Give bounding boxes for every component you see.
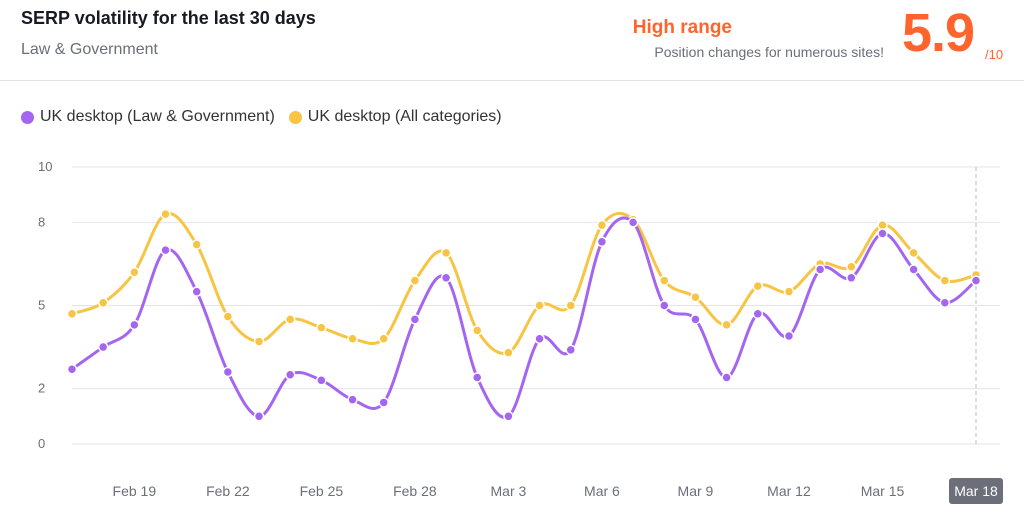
data-point-series-1[interactable] [222,366,234,378]
series-1-dot-icon [21,110,34,124]
data-point-series-1[interactable] [534,333,545,344]
y-tick-label: 8 [38,214,45,229]
x-tick-label: Mar 9 [678,483,714,499]
data-point-series-2[interactable] [471,325,483,336]
legend-label-series-1: UK desktop (Law & Government) [40,108,275,125]
x-tick-label: Mar 6 [584,483,620,499]
volatility-score-max: /10 [985,47,1004,62]
data-point-series-2[interactable] [160,208,171,220]
data-point-series-2[interactable] [846,261,857,272]
y-tick-label: 5 [38,298,45,313]
category-subtitle: Law & Government [21,41,158,58]
data-point-series-1[interactable] [939,297,951,308]
data-point-series-2[interactable] [222,311,234,322]
data-point-series-1[interactable] [752,308,764,320]
data-point-series-2[interactable] [659,275,670,286]
data-point-series-1[interactable] [409,314,421,325]
y-tick-label: 10 [38,159,52,174]
series-line-2 [70,211,978,356]
data-point-series-2[interactable] [347,333,358,344]
data-point-series-1[interactable] [440,272,452,284]
data-point-series-2[interactable] [378,333,389,344]
volatility-range-description: Position changes for numerous sites! [654,44,884,60]
legend-item-series-2[interactable]: UK desktop (All categories) [288,108,502,126]
data-point-series-1[interactable] [908,264,919,275]
data-point-series-1[interactable] [877,228,888,239]
legend-label-series-2: UK desktop (All categories) [307,108,502,125]
data-point-series-2[interactable] [191,239,202,250]
data-point-series-2[interactable] [596,219,608,231]
x-tick-label: Feb 19 [113,483,157,499]
volatility-range-label: High range [632,17,732,38]
data-point-series-1[interactable] [160,244,171,256]
x-tick-label: Feb 28 [393,483,437,499]
data-point-series-2[interactable] [409,275,421,286]
x-tick-highlight [949,478,1003,504]
legend-item-series-1[interactable]: UK desktop (Law & Government) [21,108,275,126]
page-title: SERP volatility for the last 30 days [21,8,316,28]
data-point-series-2[interactable] [908,247,919,259]
data-point-series-1[interactable] [690,314,701,325]
data-point-series-2[interactable] [565,300,577,311]
data-point-series-1[interactable] [783,330,795,342]
data-point-series-1[interactable] [66,363,78,375]
data-point-series-2[interactable] [316,322,327,333]
y-tick-label: 2 [38,381,45,396]
data-point-series-1[interactable] [721,372,732,383]
data-point-series-1[interactable] [129,319,140,331]
data-point-series-2[interactable] [97,297,109,308]
data-point-series-2[interactable] [690,291,701,303]
data-point-series-2[interactable] [66,308,78,320]
x-tick-label: Mar 12 [767,483,811,499]
data-point-series-1[interactable] [316,375,327,386]
series-line-1 [70,216,978,419]
x-tick-label: Feb 25 [300,483,344,499]
x-tick-label: Mar 3 [491,483,527,499]
x-tick-label: Mar 15 [861,483,905,499]
data-point-series-2[interactable] [721,319,732,331]
data-point-series-1[interactable] [284,369,296,380]
data-point-series-1[interactable] [565,344,577,356]
data-point-series-2[interactable] [534,300,545,311]
data-point-series-2[interactable] [440,247,452,259]
data-point-series-1[interactable] [471,372,483,383]
header: SERP volatility for the last 30 days Law… [0,0,1024,81]
data-point-series-1[interactable] [627,217,639,228]
data-point-series-2[interactable] [783,286,795,297]
data-point-series-1[interactable] [97,341,109,353]
x-tick-label: Mar 18 [954,483,998,499]
data-point-series-2[interactable] [939,275,951,286]
data-point-series-1[interactable] [596,236,608,248]
data-point-series-1[interactable] [814,264,826,275]
data-point-series-2[interactable] [129,267,140,278]
data-point-series-2[interactable] [503,347,514,358]
data-point-series-2[interactable] [284,314,296,325]
series-2-dot-icon [288,110,302,124]
data-point-series-1[interactable] [659,300,670,311]
data-point-series-1[interactable] [378,397,389,408]
volatility-score: 5.9 [902,3,975,63]
data-point-series-1[interactable] [503,411,514,422]
data-point-series-1[interactable] [846,272,857,284]
data-point-series-1[interactable] [347,394,358,405]
x-tick-label: Feb 22 [206,483,250,499]
data-point-series-2[interactable] [752,280,764,292]
data-point-series-2[interactable] [253,336,265,347]
data-point-series-1[interactable] [191,286,202,297]
y-tick-label: 0 [38,436,45,451]
data-point-series-1[interactable] [253,411,265,422]
data-point-series-1[interactable] [970,275,982,286]
chart-legend: UK desktop (Law & Government) UK desktop… [21,108,516,126]
